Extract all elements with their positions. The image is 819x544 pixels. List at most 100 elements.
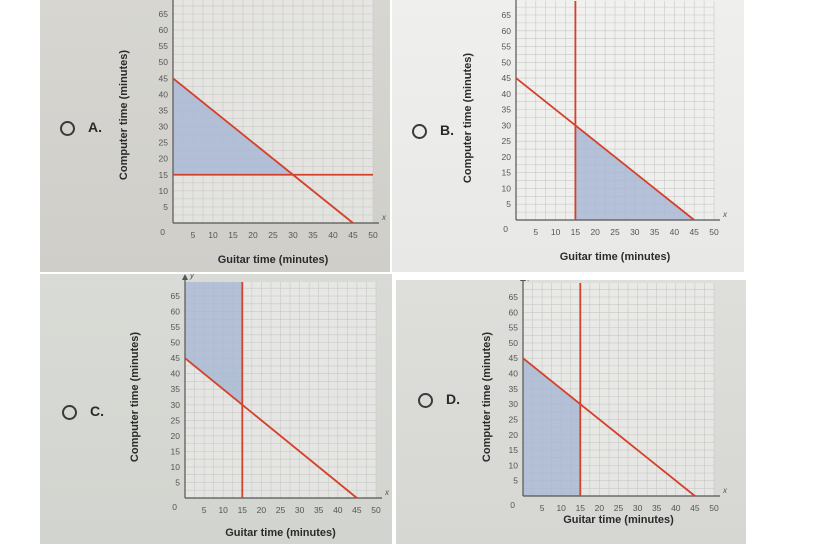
x-tick-label: 10 (551, 227, 561, 237)
y-axis-arrow (182, 274, 188, 280)
y-tick-label: 25 (509, 414, 519, 424)
y-axis-label: Computer time (minutes) (462, 53, 474, 184)
option-label-c: C. (90, 403, 104, 419)
origin-label: 0 (172, 502, 177, 512)
origin-label: 0 (160, 227, 165, 237)
y-tick-label: 30 (171, 400, 181, 410)
x-axis-label: Guitar time (minutes) (560, 251, 671, 263)
x-tick-label: 35 (652, 503, 662, 513)
x-tick-label: 45 (348, 230, 358, 240)
y-tick-label: 5 (175, 477, 180, 487)
y-tick-label: 55 (502, 42, 512, 52)
y-tick-label: 50 (159, 57, 169, 67)
y-tick-label: 55 (171, 322, 181, 332)
boundary-line-sloped (172, 77, 354, 224)
option-label-d: D. (446, 391, 460, 407)
x-tick-label: 5 (202, 505, 207, 515)
y-tick-label: 55 (509, 323, 519, 333)
x-tick-label: 20 (595, 503, 605, 513)
x-tick-label: 50 (709, 503, 719, 513)
x-tick-label: 15 (238, 505, 248, 515)
radio-option-d[interactable] (418, 393, 433, 408)
y-tick-label: 40 (171, 369, 181, 379)
y-tick-label: 40 (502, 89, 512, 99)
x-tick-label: 35 (314, 505, 324, 515)
y-tick-label: 65 (159, 9, 169, 19)
y-tick-label: 60 (171, 307, 181, 317)
shaded-region (185, 282, 243, 405)
x-axis-label: Guitar time (minutes) (563, 514, 674, 526)
x-tick-label: 10 (218, 505, 228, 515)
panel-option-b: B. 5 10 15 20 25 30 35 40 45 50 5 10 15 20 25 30 35 40 45 5… (392, 0, 744, 272)
y-tick-label: 25 (502, 136, 512, 146)
y-tick-label: 20 (509, 430, 519, 440)
y-tick-label: 10 (502, 183, 512, 193)
chart-c: 5 10 15 20 25 30 35 40 45 50 5 10 15 20 25 30 35 40 45 50 55… (129, 274, 390, 539)
y-axis-label: Computer time (minutes) (481, 332, 493, 463)
y-tick-label: 60 (502, 26, 512, 36)
x-axis-name: x (722, 486, 728, 495)
x-tick-label: 50 (371, 505, 381, 515)
x-tick-label: 40 (333, 505, 343, 515)
y-tick-label: 60 (509, 307, 519, 317)
origin-label: 0 (503, 224, 508, 234)
y-tick-label: 15 (502, 168, 512, 178)
y-tick-label: 30 (502, 120, 512, 130)
x-tick-label: 15 (571, 227, 581, 237)
y-tick-label: 65 (509, 292, 519, 302)
panel-option-a: A. 5 10 15 20 25 30 35 40 45 50 5 10 15 20 25 30 35 40 45 5… (40, 0, 390, 272)
x-tick-label: 40 (328, 230, 338, 240)
y-tick-label: 35 (171, 384, 181, 394)
y-axis-label: Computer time (minutes) (129, 332, 141, 463)
x-tick-label: 30 (630, 227, 640, 237)
x-tick-label: 40 (671, 503, 681, 513)
y-tick-label: 15 (159, 170, 169, 180)
chart-d: 5 10 15 20 25 30 35 40 45 50 5 10 15 20 25 30 35 40 45 50 55… (481, 280, 728, 526)
x-tick-label: 25 (610, 227, 620, 237)
chart-b: 5 10 15 20 25 30 35 40 45 50 5 10 15 20 25 30 35 40 45 50 55… (462, 0, 728, 263)
y-tick-label: 45 (171, 353, 181, 363)
x-tick-label: 15 (228, 230, 238, 240)
option-label-a: A. (88, 119, 102, 135)
chart-a: 5 10 15 20 25 30 35 40 45 50 5 10 15 20 25 30 35 40 45 50 55… (118, 0, 387, 266)
y-axis-name: y (189, 274, 195, 280)
y-tick-label: 45 (509, 353, 519, 363)
x-tick-label: 45 (352, 505, 362, 515)
y-axis-name: y (527, 280, 533, 281)
boundary-line-sloped (522, 357, 696, 497)
boundary-line-sloped (515, 77, 695, 221)
y-tick-label: 65 (171, 291, 181, 301)
x-axis-label: Guitar time (minutes) (225, 527, 336, 539)
y-tick-label: 45 (502, 73, 512, 83)
x-tick-label: 35 (308, 230, 318, 240)
y-tick-label: 20 (159, 154, 169, 164)
x-tick-label: 15 (576, 503, 586, 513)
x-tick-label: 35 (650, 227, 660, 237)
x-tick-label: 5 (540, 503, 545, 513)
x-tick-label: 20 (248, 230, 258, 240)
y-tick-label: 5 (163, 202, 168, 212)
y-tick-label: 20 (502, 152, 512, 162)
radio-option-c[interactable] (62, 405, 77, 420)
y-axis-arrow (520, 280, 526, 281)
radio-option-b[interactable] (412, 124, 427, 139)
y-tick-label: 5 (513, 476, 518, 486)
y-tick-label: 30 (159, 122, 169, 132)
boundary-line-sloped (184, 357, 358, 499)
x-axis-label: Guitar time (minutes) (218, 254, 329, 266)
y-tick-label: 35 (502, 105, 512, 115)
y-axis-label: Computer time (minutes) (118, 50, 130, 181)
y-tick-label: 30 (509, 399, 519, 409)
x-tick-label: 45 (690, 503, 700, 513)
panel-option-c: C. 5 10 15 20 25 30 35 40 45 50 5 10 15 20 25 30 35 40 45 5… (40, 274, 392, 544)
y-tick-label: 50 (502, 57, 512, 67)
x-tick-label: 20 (590, 227, 600, 237)
y-tick-label: 50 (509, 338, 519, 348)
x-tick-label: 40 (670, 227, 680, 237)
x-tick-label: 5 (191, 230, 196, 240)
y-tick-label: 25 (171, 415, 181, 425)
x-tick-label: 10 (556, 503, 566, 513)
y-tick-label: 15 (171, 446, 181, 456)
radio-option-a[interactable] (60, 121, 75, 136)
x-tick-label: 50 (368, 230, 378, 240)
